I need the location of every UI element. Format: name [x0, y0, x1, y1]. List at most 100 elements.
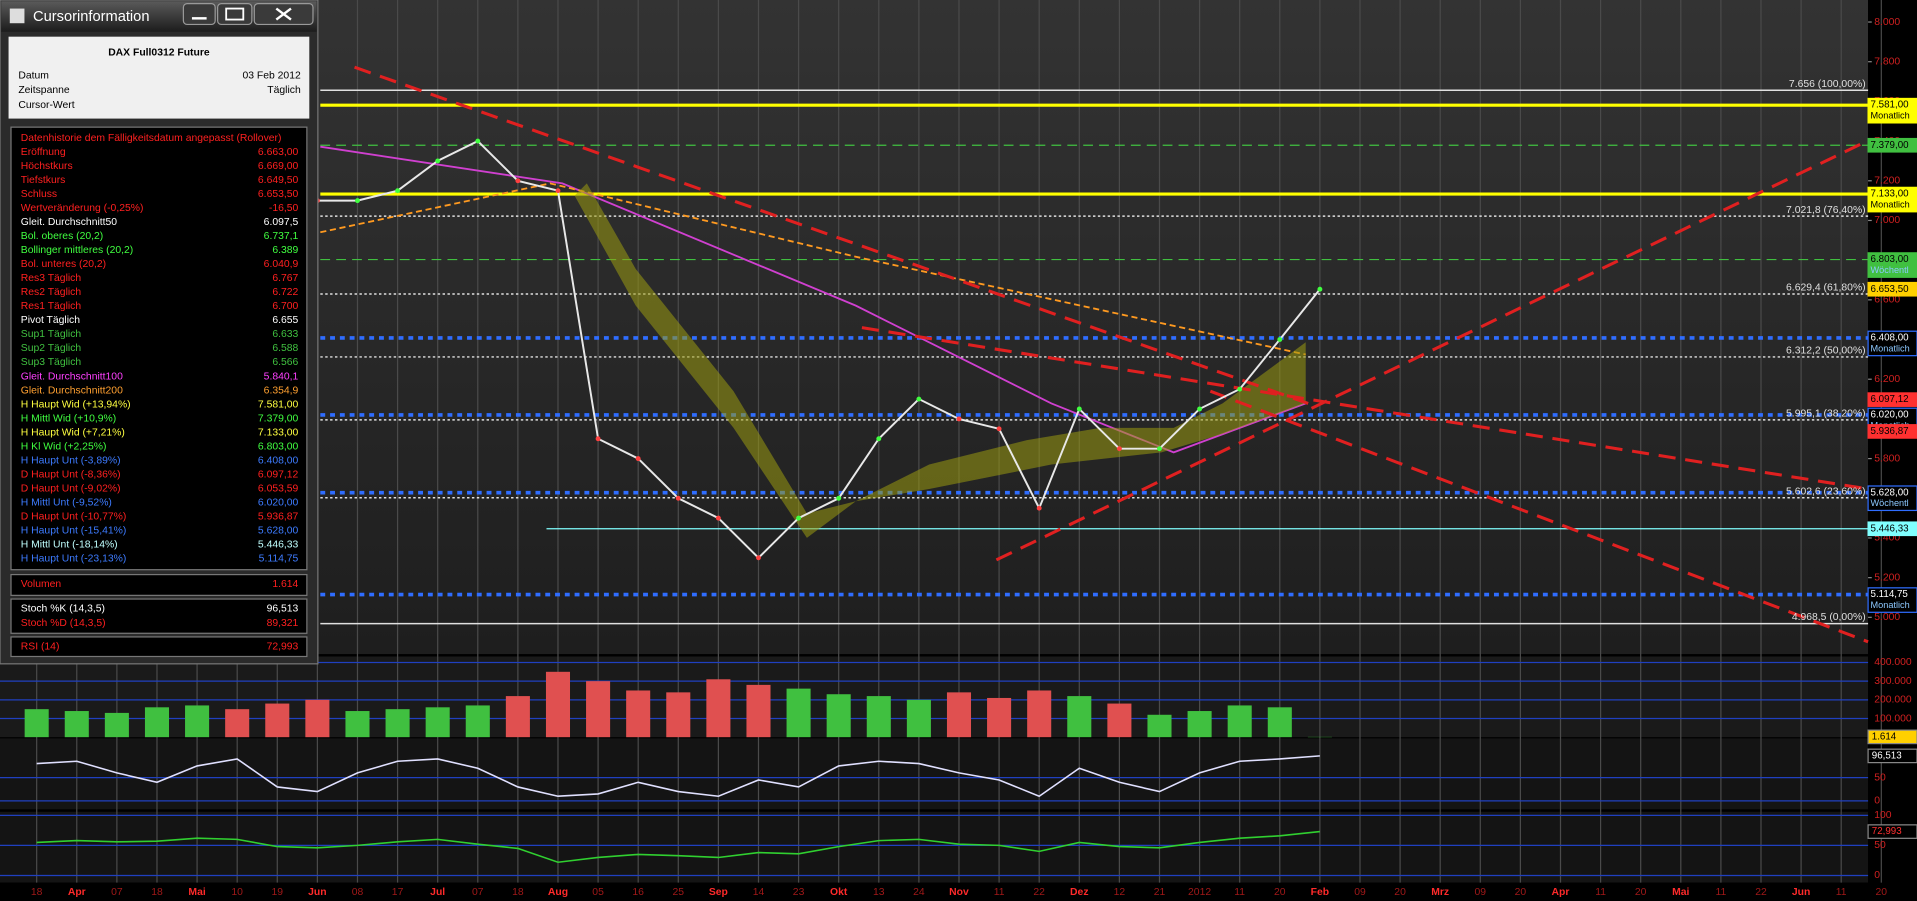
fib-label: 6.629,4 (61,80%) [1786, 283, 1866, 294]
info-value: 6.389 [272, 245, 298, 256]
info-value: 6.803,00 [258, 441, 299, 452]
info-value: 5.114,75 [259, 554, 299, 565]
x-tick-label: 11 [1595, 887, 1606, 898]
close-icon [275, 7, 292, 21]
info-label: H Mittl Unt (-9,52%) [21, 497, 112, 508]
close-point [675, 495, 681, 501]
x-tick-label: 10 [231, 887, 243, 898]
moving-average-100 [320, 145, 1307, 454]
level-note: Monatlich [1871, 343, 1910, 353]
info-label: Bollinger mittleres (20,2) [21, 245, 133, 256]
info-header [8, 36, 310, 119]
y-tick-label: 7.200 [1874, 176, 1900, 187]
fib-label: 7.021,8 (76,40%) [1786, 205, 1866, 216]
close-point [836, 495, 842, 501]
volume-bar [906, 699, 931, 738]
info-label: Gleit. Durchschnitt200 [21, 385, 123, 396]
volume-bar [826, 694, 851, 738]
minimize-button[interactable] [182, 3, 216, 26]
volume-bar [345, 711, 370, 738]
volume-bar [1267, 707, 1292, 738]
level-label: 5.628,00 [1871, 487, 1910, 498]
x-tick-label: 09 [1354, 887, 1366, 898]
info-value: 6.737,1 [264, 231, 299, 242]
info-value: -16,50 [269, 203, 299, 214]
x-tick-label: 20 [1515, 887, 1527, 898]
volume-bar [64, 711, 89, 738]
close-point [916, 396, 922, 402]
sub-tick-label: 0 [1874, 870, 1880, 881]
info-value: 6.097,12 [258, 469, 299, 480]
volume-bar [586, 681, 611, 738]
meta-value: Täglich [267, 85, 301, 96]
close-point [956, 416, 962, 422]
close-point [1277, 337, 1283, 342]
sub-tick-label: 0 [1874, 796, 1880, 807]
info-value: 7.379,00 [258, 413, 299, 424]
volume-bar [225, 709, 250, 738]
volume-bar [706, 679, 731, 738]
sub-tick-label: 100.000 [1874, 713, 1912, 724]
rsi-value: 72,993 [267, 641, 299, 652]
close-point [996, 426, 1002, 432]
sub-tick-label: 400.000 [1874, 657, 1912, 668]
x-tick-label: Jun [308, 887, 326, 898]
info-label: H Kl Wid (+2,25%) [21, 441, 107, 452]
volume-bar [385, 709, 410, 738]
stoch-value: 89,321 [267, 618, 299, 629]
info-label: Bol. oberes (20,2) [21, 231, 103, 242]
volume-bar [425, 707, 450, 738]
x-tick-label: 25 [673, 887, 685, 898]
info-label: Datenhistorie dem Fälligkeitsdatum angep… [21, 133, 282, 144]
x-tick-label: 18 [151, 887, 163, 898]
level-note: Monatlich [1871, 600, 1910, 610]
volume-bar [666, 692, 691, 738]
x-tick-label: 21 [1154, 887, 1166, 898]
x-tick-label: 20 [1274, 887, 1286, 898]
y-tick-label: 8.000 [1874, 17, 1900, 28]
level-label: 5.936,87 [1871, 426, 1909, 437]
info-label: Pivot Täglich [21, 315, 80, 326]
rsi-label: RSI (14) [21, 641, 60, 652]
volume-bar [1147, 714, 1172, 738]
y-tick-label: 5.400 [1874, 533, 1900, 544]
info-label: H Haupt Unt (-23,13%) [21, 554, 127, 565]
meta-value: 03 Feb 2012 [242, 71, 300, 82]
x-tick-label: 20 [1394, 887, 1406, 898]
window-title: Cursorinformation [33, 9, 149, 25]
x-tick-label: 20 [1635, 887, 1647, 898]
info-label: Res2 Täglich [21, 287, 82, 298]
level-label: 5.114,75 [1871, 589, 1909, 600]
volume-bar [305, 699, 330, 738]
x-tick-label: 12 [1114, 887, 1126, 898]
close-point [796, 515, 802, 521]
close-point [715, 515, 721, 521]
last-value-label: 96,513 [1872, 750, 1902, 761]
x-tick-label: 05 [592, 887, 604, 898]
level-label: 7.379,00 [1871, 140, 1910, 151]
x-tick-label: Apr [68, 887, 86, 898]
x-tick-label: Okt [830, 887, 848, 898]
rsi-line [36, 830, 1320, 864]
x-tick-label: Feb [1311, 887, 1329, 898]
x-tick-label: Nov [949, 887, 969, 898]
volume-label: Volumen [21, 579, 62, 590]
info-label: Tiefstkurs [21, 175, 66, 186]
info-value: 6.669,00 [258, 161, 299, 172]
info-value: 7.581,00 [258, 399, 299, 410]
x-tick-label: 18 [512, 887, 524, 898]
sub-tick-label: 100 [1874, 810, 1892, 821]
last-value-box [1867, 824, 1917, 839]
info-label: D Haupt Unt (-9,02%) [21, 483, 121, 494]
x-tick-label: Apr [1552, 887, 1570, 898]
maximize-button[interactable] [217, 3, 253, 26]
level-label: 7.133,00 [1871, 189, 1910, 200]
volume-bar [505, 696, 530, 738]
meta-label: Datum [18, 71, 49, 82]
x-tick-label: 14 [753, 887, 765, 898]
fib-label: 4.968,5 (0,00%) [1792, 612, 1866, 623]
fib-label: 5.602,6 (23,60%) [1786, 486, 1866, 497]
window-icon [9, 8, 25, 24]
